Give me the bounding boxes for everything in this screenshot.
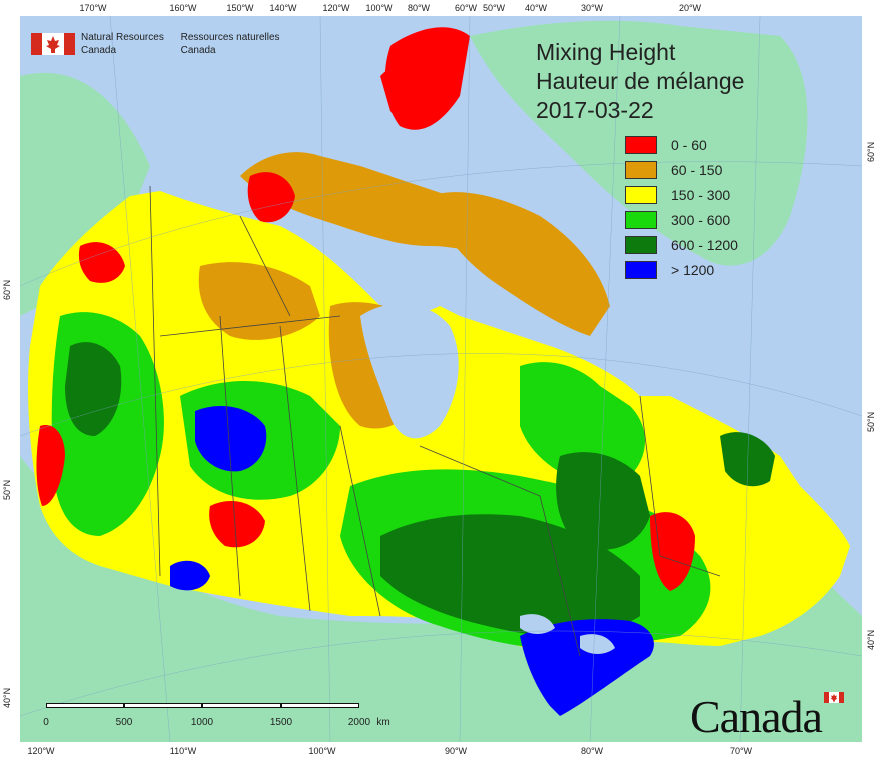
legend-item: 150 - 300: [625, 182, 738, 207]
tick-right: 40°N: [866, 629, 876, 650]
tick-bottom: 70°W: [729, 746, 753, 756]
scale-segment: [46, 703, 124, 708]
legend-item: 600 - 1200: [625, 232, 738, 257]
red-zone-arctic-west: [247, 172, 295, 223]
green-zone-labrador: [520, 362, 645, 486]
tick-top: 20°W: [678, 3, 702, 13]
canada-wordmark: Canada: [690, 690, 844, 743]
legend-item: 0 - 60: [625, 132, 738, 157]
agency-name-fr-line2: Canada: [180, 45, 216, 56]
tick-top: 150°W: [226, 3, 254, 13]
tick-right: 50°N: [866, 411, 876, 432]
title-en: Mixing Height: [536, 39, 676, 65]
legend-item: > 1200: [625, 257, 738, 282]
scale-segment: [281, 703, 359, 708]
tick-bottom: 90°W: [444, 746, 468, 756]
tick-right: 60°N: [866, 141, 876, 162]
legend-swatch: [625, 135, 657, 154]
red-zone-ellesmere: [380, 57, 450, 123]
scale-label: 2000: [347, 717, 371, 728]
tick-left: 40°N: [2, 687, 12, 708]
legend-label: 60 - 150: [671, 161, 723, 178]
tick-top: 30°W: [580, 3, 604, 13]
red-zone-prairie: [209, 501, 265, 548]
agency-name-fr-line1: Ressources naturelles: [180, 32, 280, 43]
tick-bottom: 120°W: [27, 746, 55, 756]
scale-label: 0: [43, 717, 49, 728]
scale-label: 1500: [269, 717, 293, 728]
scale-unit: km: [376, 717, 390, 728]
agency-signature: Natural Resources Canada Ressources natu…: [31, 31, 294, 57]
legend: 0 - 60 60 - 150 150 - 300 300 - 600 600 …: [625, 132, 738, 282]
red-zone-quebec: [650, 512, 695, 591]
tick-bottom: 110°W: [169, 746, 197, 756]
tick-top: 170°W: [79, 3, 107, 13]
legend-swatch: [625, 210, 657, 229]
dark-green-quebec: [556, 452, 650, 550]
dark-green-nfld: [720, 432, 775, 487]
tick-top: 120°W: [322, 3, 350, 13]
agency-name-en-line2: Canada: [81, 45, 117, 56]
title-fr: Hauteur de mélange: [536, 68, 745, 94]
blue-zone-prairie: [195, 406, 267, 472]
graticule: [20, 16, 862, 742]
hudson-bay: [360, 303, 459, 439]
tick-top: 100°W: [365, 3, 393, 13]
agency-name-en-line1: Natural Resources: [81, 32, 164, 43]
map-title: Mixing Height Hauteur de mélange 2017-03…: [536, 38, 744, 125]
red-zone-yukon: [78, 242, 125, 283]
tick-left: 50°N: [2, 479, 12, 500]
tick-bottom: 100°W: [308, 746, 336, 756]
legend-label: 600 - 1200: [671, 236, 738, 253]
dark-green-ontario: [380, 514, 640, 636]
tick-bottom: 80°W: [580, 746, 604, 756]
scale-label: 500: [115, 717, 133, 728]
alaska-land: [20, 72, 150, 316]
province-borders: [149, 185, 721, 657]
tick-top: 60°W: [454, 3, 478, 13]
tick-left: 60°N: [2, 279, 12, 300]
title-date: 2017-03-22: [536, 97, 654, 123]
scale-segment: [202, 703, 281, 708]
baffin-island: [430, 192, 610, 336]
legend-item: 300 - 600: [625, 207, 738, 232]
dark-green-bc: [65, 342, 122, 436]
orange-zone-nwt: [198, 262, 320, 340]
wordmark-flag-icon: [824, 692, 844, 703]
legend-label: 0 - 60: [671, 136, 707, 153]
canada-flag-icon: [31, 33, 75, 55]
legend-label: > 1200: [671, 261, 715, 278]
legend-label: 300 - 600: [671, 211, 731, 228]
legend-swatch: [625, 260, 657, 279]
tick-top: 80°W: [407, 3, 431, 13]
wordmark-text: Canada: [690, 691, 823, 742]
red-zone-bc-coast: [36, 425, 65, 506]
tick-top: 160°W: [169, 3, 197, 13]
scale-bar: 0 500 1000 1500 2000 km: [43, 703, 390, 728]
legend-item: 60 - 150: [625, 157, 738, 182]
scale-segment: [124, 703, 202, 708]
tick-top: 40°W: [524, 3, 548, 13]
legend-label: 150 - 300: [671, 186, 731, 203]
blue-zone-bc: [170, 560, 210, 591]
legend-swatch: [625, 185, 657, 204]
tick-top: 50°W: [482, 3, 506, 13]
scale-label: 1000: [190, 717, 214, 728]
tick-top: 140°W: [269, 3, 297, 13]
blue-zone-ontario: [520, 619, 654, 716]
legend-swatch: [625, 235, 657, 254]
great-lakes: [520, 614, 615, 654]
usa-land: [20, 456, 862, 742]
legend-swatch: [625, 160, 657, 179]
